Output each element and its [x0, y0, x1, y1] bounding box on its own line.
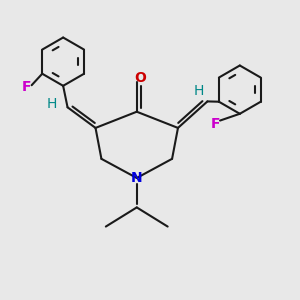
- Text: H: H: [46, 98, 56, 111]
- Text: F: F: [211, 117, 220, 131]
- Text: H: H: [194, 84, 204, 98]
- Text: O: O: [134, 71, 146, 85]
- Text: N: N: [131, 171, 142, 185]
- Text: F: F: [22, 80, 31, 94]
